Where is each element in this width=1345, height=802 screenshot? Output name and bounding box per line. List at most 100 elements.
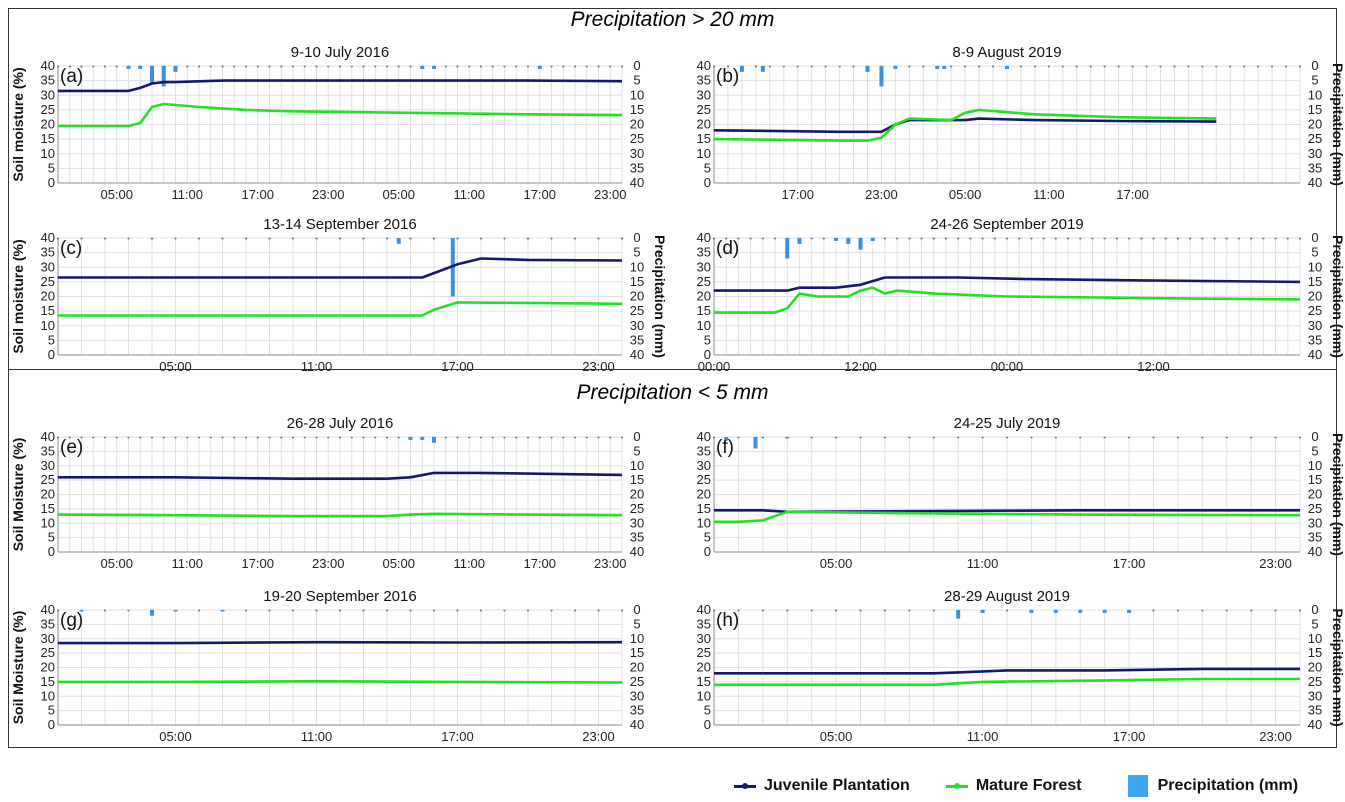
- y2-tick-label: 40: [630, 175, 644, 190]
- y2-tick-label: 10: [630, 259, 644, 274]
- x-tick-label: 17:00: [781, 187, 814, 202]
- precip-bar: [935, 66, 940, 69]
- y-tick-label: 20: [697, 487, 711, 502]
- y-tick-label: 35: [41, 73, 55, 88]
- y-tick-label: 5: [48, 160, 55, 175]
- y2-axis-label: Precipitation (mm): [652, 235, 668, 358]
- y-tick-label: 40: [41, 230, 55, 245]
- precip-bar: [879, 66, 884, 87]
- y-tick-label: 40: [41, 58, 55, 73]
- y2-tick-label: 40: [630, 717, 644, 732]
- y2-tick-label: 15: [630, 472, 644, 487]
- panel-title: 26-28 July 2016: [287, 415, 394, 432]
- precip-bar: [739, 66, 744, 72]
- y2-tick-label: 20: [1308, 117, 1322, 132]
- y2-tick-label: 40: [1308, 717, 1322, 732]
- x-tick-label: 11:00: [453, 556, 485, 571]
- x-tick-label: 00:00: [698, 359, 731, 374]
- y-tick-label: 20: [41, 289, 55, 304]
- y-tick-label: 10: [41, 688, 55, 703]
- y2-tick-label: 30: [1308, 688, 1322, 703]
- x-tick-label: 23:00: [865, 187, 898, 202]
- panel-title: 28-29 August 2019: [944, 588, 1070, 605]
- y-tick-label: 30: [697, 458, 711, 473]
- y2-tick-label: 20: [1308, 487, 1322, 502]
- precip-bar: [537, 66, 542, 69]
- y2-tick-label: 10: [1308, 458, 1322, 473]
- panel-title: 8-9 August 2019: [952, 44, 1061, 61]
- panel-tag: (c): [60, 238, 82, 259]
- x-tick-label: 17:00: [523, 187, 556, 202]
- y2-tick-label: 35: [630, 332, 644, 347]
- y-tick-label: 40: [697, 230, 711, 245]
- y-tick-label: 35: [41, 616, 55, 631]
- y2-tick-label: 30: [1308, 318, 1322, 333]
- y2-tick-label: 35: [630, 703, 644, 718]
- y-axis-label: Soil moisture (%): [10, 67, 26, 181]
- panel-tag: (b): [716, 66, 739, 87]
- x-tick-label: 11:00: [171, 187, 203, 202]
- y2-axis-label: Precipitation mm): [1330, 608, 1345, 726]
- y-tick-label: 30: [697, 259, 711, 274]
- y-tick-label: 10: [697, 688, 711, 703]
- precip-bar: [785, 238, 790, 259]
- x-tick-label: 11:00: [453, 187, 485, 202]
- y2-tick-label: 5: [1311, 245, 1318, 260]
- y2-tick-label: 0: [1311, 429, 1318, 444]
- legend-mature-swatch: [945, 782, 968, 789]
- y2-tick-label: 10: [630, 458, 644, 473]
- y-tick-label: 35: [41, 245, 55, 260]
- y-tick-label: 25: [697, 645, 711, 660]
- y-tick-label: 30: [697, 87, 711, 102]
- section-title-high: Precipitation > 20 mm: [570, 8, 775, 31]
- precip-bar: [420, 437, 425, 440]
- x-tick-label: 23:00: [594, 556, 627, 571]
- series-line-juvenile: [58, 471, 623, 481]
- series-line-mature: [58, 679, 623, 684]
- x-tick-label: 05:00: [100, 187, 133, 202]
- panel-title: 9-10 July 2016: [291, 44, 389, 61]
- precip-bar: [173, 66, 178, 72]
- y2-tick-label: 20: [630, 289, 644, 304]
- y2-tick-label: 35: [1308, 530, 1322, 545]
- series-line-mature: [714, 286, 1301, 314]
- y-tick-label: 25: [697, 274, 711, 289]
- y2-tick-label: 40: [1308, 175, 1322, 190]
- x-tick-label: 17:00: [1113, 556, 1146, 571]
- x-tick-label: 05:00: [820, 556, 853, 571]
- y2-tick-label: 5: [633, 73, 640, 88]
- y2-tick-label: 25: [1308, 131, 1322, 146]
- y2-tick-label: 25: [1308, 501, 1322, 516]
- precip-bar: [150, 610, 154, 616]
- precip-bar: [432, 437, 436, 443]
- x-tick-label: 05:00: [382, 187, 415, 202]
- y-axis-label: Soil moisture (%): [10, 239, 26, 353]
- y-tick-label: 5: [48, 332, 55, 347]
- y2-tick-label: 15: [1308, 472, 1322, 487]
- precip-bar: [834, 238, 839, 241]
- y2-tick-label: 15: [1308, 102, 1322, 117]
- x-tick-label: 23:00: [1259, 729, 1292, 744]
- y2-tick-label: 30: [630, 515, 644, 530]
- y-tick-label: 0: [704, 544, 711, 559]
- section-title-low: Precipitation < 5 mm: [576, 381, 769, 404]
- y-tick-label: 30: [41, 458, 55, 473]
- precip-bar: [220, 610, 225, 612]
- x-tick-label: 11:00: [171, 556, 203, 571]
- y2-tick-label: 25: [630, 501, 644, 516]
- y2-tick-label: 5: [1311, 443, 1318, 458]
- y-axis-label: Soil Moisture (%): [10, 438, 26, 552]
- y2-tick-label: 25: [630, 674, 644, 689]
- series-line-mature: [714, 677, 1300, 687]
- y-axis-label: Soil Moisture (%): [10, 611, 26, 725]
- y-tick-label: 35: [697, 73, 711, 88]
- x-tick-label: 05:00: [159, 729, 192, 744]
- y2-tick-label: 30: [630, 318, 644, 333]
- panel-tag: (a): [60, 66, 83, 87]
- y2-tick-label: 20: [1308, 660, 1322, 675]
- y-tick-label: 40: [41, 429, 55, 444]
- precip-bar: [396, 238, 401, 244]
- y-tick-label: 0: [48, 544, 55, 559]
